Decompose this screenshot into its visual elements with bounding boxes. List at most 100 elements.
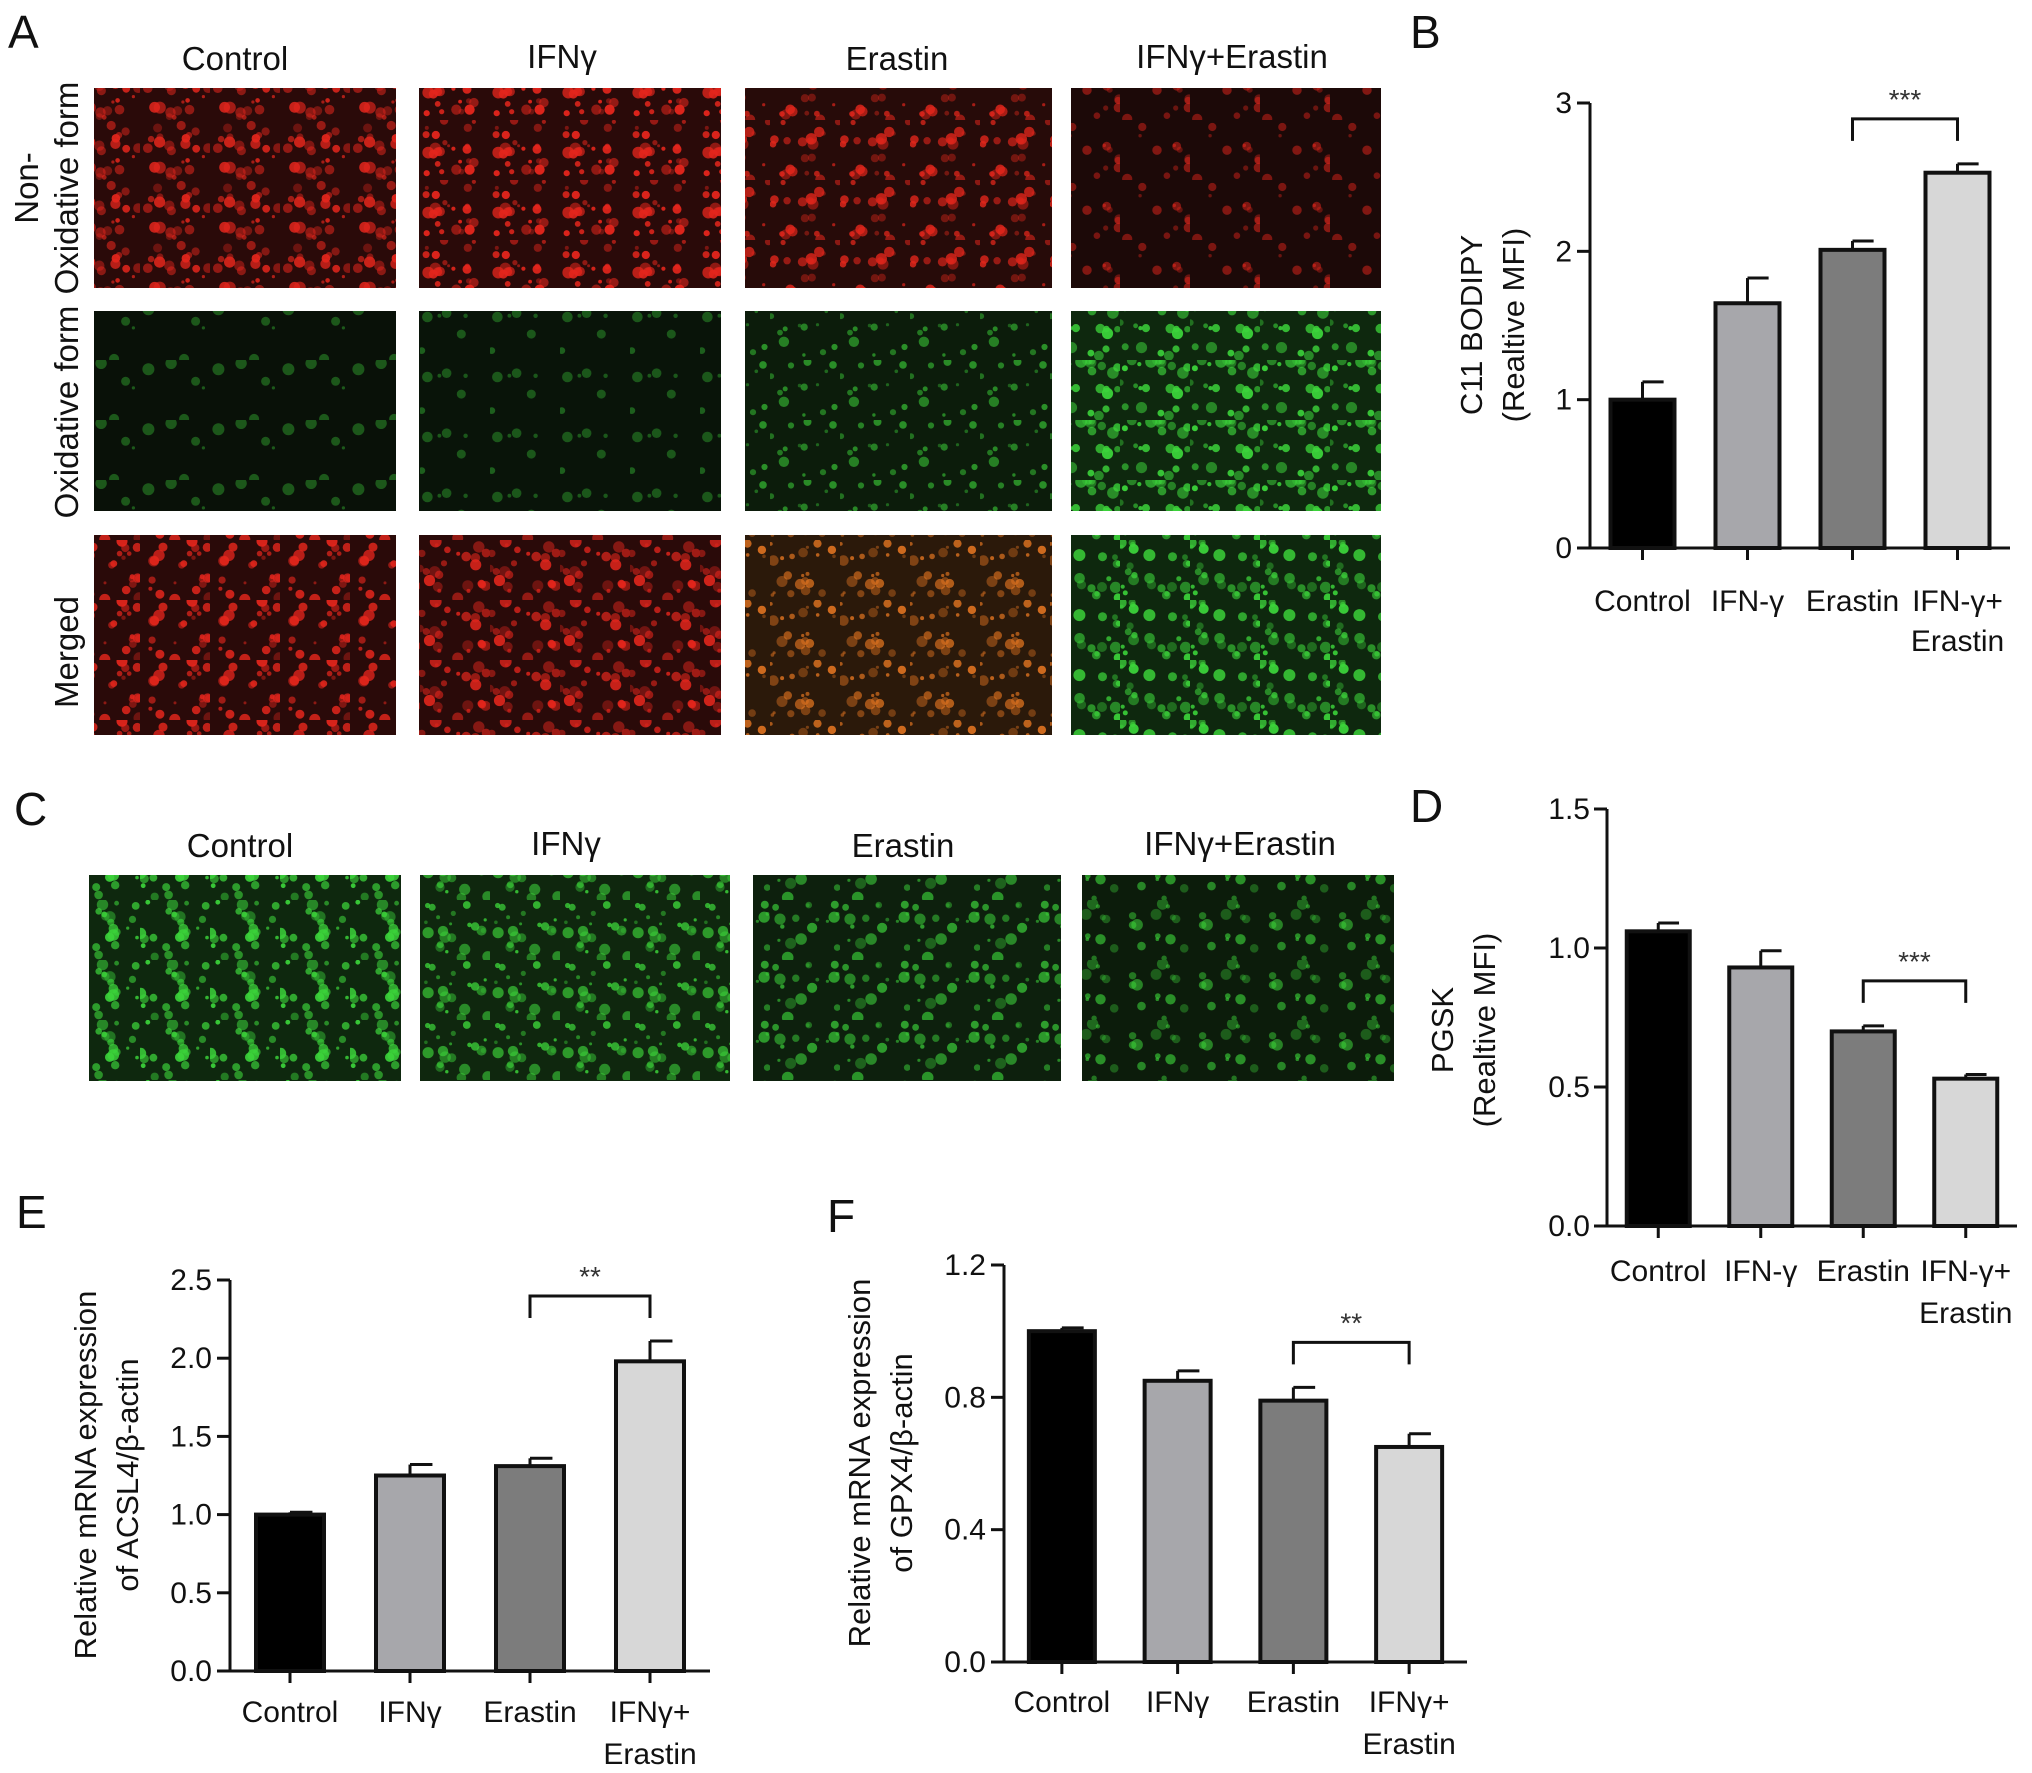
micrograph-c-erastin-cells	[753, 875, 1061, 1081]
category-label-e-ifng-erastin-line2: Erastin	[603, 1738, 696, 1771]
panel-label-f: F	[827, 1190, 855, 1242]
micrograph-a-r3-erastin-cells	[745, 535, 1052, 735]
significance-bracket-b	[1851, 117, 1959, 141]
significance-label-d: ***	[1898, 946, 1931, 977]
y-tick-label-e-5: 2.5	[170, 1264, 212, 1297]
micrograph-c-control-cells	[89, 875, 401, 1081]
category-label-f-ifng: IFNγ	[1146, 1686, 1209, 1719]
category-label-d-ifng: IFN-γ	[1724, 1255, 1797, 1288]
micrograph-c-ifng-cells	[420, 875, 730, 1081]
bar-b-ifng-erastin	[1923, 170, 1992, 550]
panel-label-a: A	[8, 6, 39, 58]
panel-c: C Control IFNγ Erastin IFNγ+Erastin	[14, 783, 1394, 1081]
chart-b: B 0 1 2 3 C11 BODIPY (Realtive MFI) Control IFN-…	[1410, 6, 2010, 658]
bar-b-control	[1608, 397, 1677, 550]
micrograph-a-r3-ifng-cells	[419, 535, 721, 735]
y-tick-label-e-1: 0.5	[170, 1577, 212, 1610]
category-label-f-erastin: Erastin	[1247, 1686, 1340, 1719]
micrograph-a-r2-erastin-glow	[745, 311, 1052, 511]
y-tick-label-d-1: 0.5	[1548, 1071, 1590, 1104]
significance-label-f: **	[1340, 1307, 1362, 1338]
category-label-b-control: Control	[1594, 585, 1691, 618]
micrograph-c-ifng-glow	[420, 875, 730, 1081]
y-tick-label-e-0: 0.0	[170, 1655, 212, 1688]
bar-e-ifng-erastin	[614, 1359, 686, 1673]
micrograph-a-r3-erastin-glow	[745, 535, 1052, 735]
micrograph-a-r2-ifng-cells	[419, 311, 721, 511]
category-label-d-control: Control	[1610, 1255, 1707, 1288]
micrograph-a-r1-erastin-cells	[745, 88, 1052, 288]
micrograph-a-r2-control-cells	[94, 311, 396, 511]
significance-label-e: **	[579, 1261, 601, 1292]
panel-a-row-label-non-oxidative: Oxidative form	[48, 82, 85, 295]
micrograph-c-ifng-erastin-cells	[1082, 875, 1394, 1081]
bar-b-erastin	[1818, 247, 1887, 550]
y-tick-label-f-0: 0.0	[944, 1646, 986, 1679]
y-tick-label-d-3: 1.5	[1548, 793, 1590, 826]
category-label-b-ifng: IFN-γ	[1711, 585, 1784, 618]
panel-label-c: C	[14, 783, 47, 835]
bar-f-ifng-erastin	[1374, 1444, 1445, 1665]
y-tick-label-e-2: 1.0	[170, 1499, 212, 1532]
panel-label-d: D	[1410, 780, 1443, 832]
y-tick-label-d-2: 1.0	[1548, 932, 1590, 965]
y-tick-label-e-4: 2.0	[170, 1342, 212, 1375]
y-tick-label-d-0: 0.0	[1548, 1210, 1590, 1243]
micrograph-a-r1-ifng-glow	[419, 88, 721, 288]
category-label-b-erastin: Erastin	[1806, 585, 1899, 618]
significance-bracket-d	[1861, 979, 1968, 1003]
y-tick-label-b-2: 2	[1555, 235, 1572, 268]
category-label-f-ifng-erastin: IFNγ+	[1369, 1686, 1450, 1719]
significance-bracket-f	[1291, 1340, 1411, 1365]
micrograph-a-r1-control-glow	[94, 88, 396, 288]
bar-f-erastin	[1258, 1398, 1329, 1665]
chart-f: F 0.0 0.4 0.8 1.2 Relative mRNA expression of …	[827, 1190, 1467, 1761]
chart-d: D 0.0 0.5 1.0 1.5 PGSK (Realtive MFI) Control IF…	[1410, 780, 2017, 1330]
micrograph-a-r1-ifng-erastin-glow	[1071, 88, 1381, 288]
y-axis-label-d-line2: (Realtive MFI)	[1467, 933, 1502, 1128]
y-tick-label-f-2: 0.8	[944, 1381, 986, 1414]
panel-c-col-label-ifng-erastin: IFNγ+Erastin	[1144, 825, 1336, 862]
y-axis-label-e-line2: of ACSL4/β-actin	[110, 1358, 145, 1591]
chart-e: E 0.0 0.5 1.0 1.5 2.0 2.5 Relative mRNA express…	[16, 1186, 710, 1771]
bar-d-ifng	[1727, 965, 1795, 1229]
micrograph-c-ifng-erastin-glow	[1082, 875, 1394, 1081]
category-label-b-ifng-erastin: IFN-γ+	[1912, 585, 2003, 618]
significance-bracket-e	[528, 1294, 652, 1318]
category-label-f-ifng-erastin-line2: Erastin	[1362, 1728, 1455, 1761]
bar-d-ifng-erastin	[1932, 1076, 2000, 1229]
micrograph-a-r2-ifng-erastin-glow	[1071, 311, 1381, 511]
bar-f-control	[1026, 1329, 1097, 1664]
category-label-b-ifng-erastin-line2: Erastin	[1911, 625, 2004, 658]
y-axis-label-b-line1: C11 BODIPY	[1454, 235, 1489, 415]
panel-a-col-label-control: Control	[182, 40, 288, 77]
bar-d-control	[1624, 929, 1692, 1228]
y-axis-label-e-line1: Relative mRNA expression	[68, 1291, 103, 1660]
y-axis-label-f-line2: of GPX4/β-actin	[884, 1353, 919, 1572]
panel-a-col-label-ifng-erastin: IFNγ+Erastin	[1136, 38, 1328, 75]
bar-e-erastin	[494, 1464, 566, 1673]
category-label-e-erastin: Erastin	[483, 1696, 576, 1729]
panel-a-row-label-oxidative: Oxidative form	[48, 306, 85, 519]
y-tick-label-e-3: 1.5	[170, 1420, 212, 1453]
bar-e-control	[254, 1512, 326, 1673]
micrograph-c-control-glow	[89, 875, 401, 1081]
micrograph-a-r1-ifng-cells	[419, 88, 721, 288]
category-label-d-erastin: Erastin	[1817, 1255, 1910, 1288]
micrograph-a-r3-ifng-erastin-cells	[1071, 535, 1381, 735]
panel-c-col-label-erastin: Erastin	[852, 827, 955, 864]
category-label-f-control: Control	[1014, 1686, 1111, 1719]
y-tick-label-b-0: 0	[1555, 532, 1572, 565]
micrograph-a-r2-control-glow	[94, 311, 396, 511]
category-label-e-ifng-erastin: IFNγ+	[610, 1696, 691, 1729]
micrograph-a-r1-erastin-glow	[745, 88, 1052, 288]
bar-f-ifng	[1142, 1378, 1213, 1664]
micrograph-a-r2-erastin-cells	[745, 311, 1052, 511]
panel-c-col-label-control: Control	[187, 827, 293, 864]
micrograph-a-r1-control-cells	[94, 88, 396, 288]
y-tick-label-f-1: 0.4	[944, 1514, 986, 1547]
category-label-e-ifng: IFNγ	[378, 1696, 441, 1729]
micrograph-a-r2-ifng-erastin-cells	[1071, 311, 1381, 511]
panel-a: A Control IFNγ Erastin IFNγ+Erastin Non-…	[8, 6, 1381, 735]
